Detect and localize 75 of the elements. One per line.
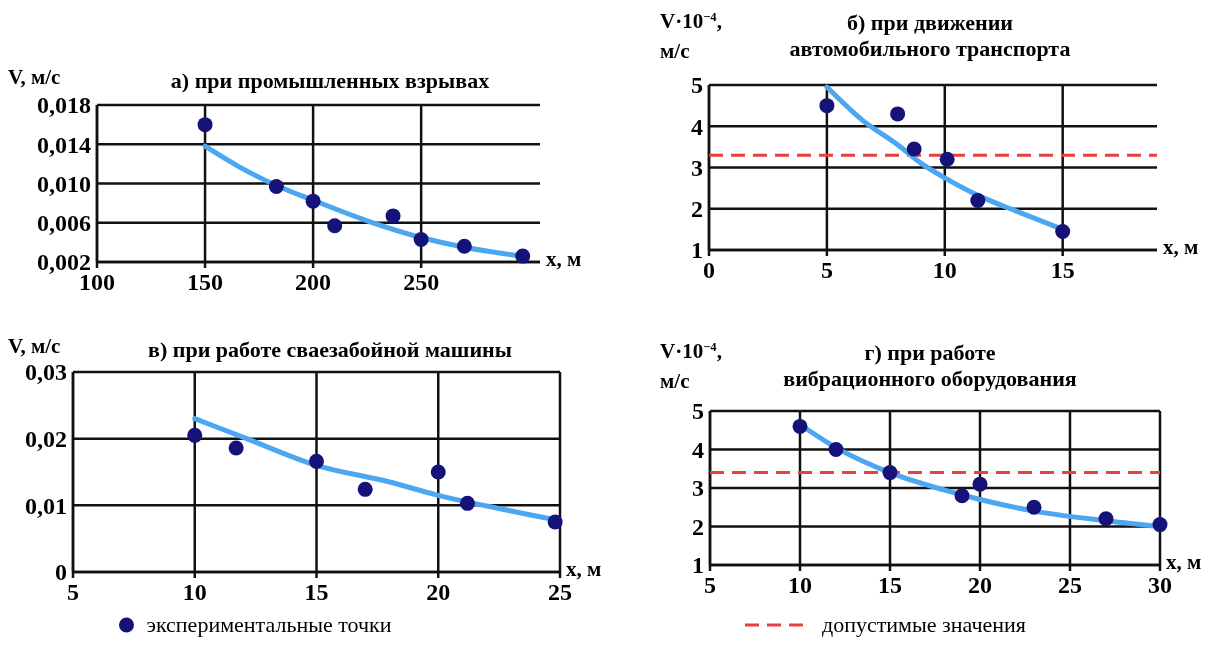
text: V·10$^{−4}$, м/с <box>660 339 722 393</box>
y-axis-title: V, м/с <box>8 334 61 358</box>
y-tick-label: 0,01 <box>25 492 67 519</box>
legend-label: допустимые значения <box>822 612 1026 637</box>
y-tick-label: 0,02 <box>25 426 67 453</box>
x-tick-label: 25 <box>548 579 572 605</box>
point <box>1098 511 1114 527</box>
y-tick-label: 0,014 <box>37 131 91 158</box>
x-tick-label: 25 <box>1058 572 1082 598</box>
y-tick-label: 0,006 <box>37 210 91 237</box>
point <box>890 106 906 122</box>
point <box>972 476 988 492</box>
x-tick-label: 10 <box>788 572 812 598</box>
x-tick-label: 10 <box>932 257 957 283</box>
point <box>430 464 446 480</box>
y-tick-label: 3 <box>691 154 703 181</box>
point <box>970 193 986 208</box>
point <box>828 442 844 457</box>
point <box>515 248 531 264</box>
point <box>819 98 835 114</box>
point <box>309 453 324 469</box>
x-tick-label: 250 <box>403 269 440 295</box>
y-tick-label: 0,018 <box>37 92 91 119</box>
x-axis-title: x, м <box>1166 550 1202 574</box>
x-tick-label: 20 <box>426 579 451 605</box>
x-tick-label: 200 <box>295 269 332 295</box>
y-tick-label: 1 <box>691 237 703 264</box>
point <box>456 238 472 254</box>
x-tick-label: 150 <box>187 269 224 295</box>
point <box>1026 499 1042 515</box>
x-axis-title: x, м <box>1163 235 1199 259</box>
point <box>385 208 401 224</box>
x-tick-label: 20 <box>968 572 992 598</box>
text: V·10$^{−4}$, м/с <box>660 9 722 63</box>
chart-title: г) при работе вибрационного оборудования <box>783 340 1077 391</box>
y-tick-label: 2 <box>691 196 703 223</box>
legend-label: экспериментальные точки <box>146 612 392 637</box>
y-tick-label: 4 <box>692 436 704 463</box>
point <box>882 465 898 481</box>
point <box>792 418 808 434</box>
chart-title: а) при промышленных взрывах <box>170 68 490 93</box>
y-tick-label: 0,03 <box>25 359 67 386</box>
y-tick-label: 5 <box>691 72 703 99</box>
y-axis-title: V, м/с <box>8 65 61 89</box>
y-tick-label: 3 <box>692 475 704 502</box>
point <box>459 495 475 511</box>
y-tick-label: 5 <box>692 398 704 425</box>
x-tick-label: 30 <box>1148 572 1172 598</box>
point <box>305 193 321 209</box>
y-tick-label: 1 <box>692 552 704 579</box>
x-tick-label: 5 <box>820 257 833 283</box>
point <box>939 151 955 167</box>
point <box>228 440 244 456</box>
x-tick-label: 15 <box>878 572 902 598</box>
x-tick-label: 15 <box>1050 257 1075 283</box>
point <box>954 488 970 504</box>
point <box>187 427 203 443</box>
x-axis-title: x, м <box>566 557 602 581</box>
point <box>1152 517 1168 533</box>
y-tick-label: 4 <box>691 113 703 140</box>
point <box>547 514 563 530</box>
x-tick-label: 10 <box>182 579 207 605</box>
point <box>906 141 922 157</box>
point <box>1055 223 1071 239</box>
point <box>413 231 429 247</box>
point <box>197 117 213 133</box>
x-axis-title: x, м <box>546 247 582 271</box>
point <box>268 178 284 194</box>
point <box>327 218 343 234</box>
y-tick-label: 0,010 <box>37 170 91 197</box>
point <box>357 481 373 497</box>
chart-title: в) при работе сваезабойной машины <box>148 337 512 362</box>
x-tick-label: 15 <box>304 579 329 605</box>
y-tick-label: 2 <box>692 513 704 540</box>
chart-title: б) при движении автомобильного транспорта <box>789 10 1071 61</box>
